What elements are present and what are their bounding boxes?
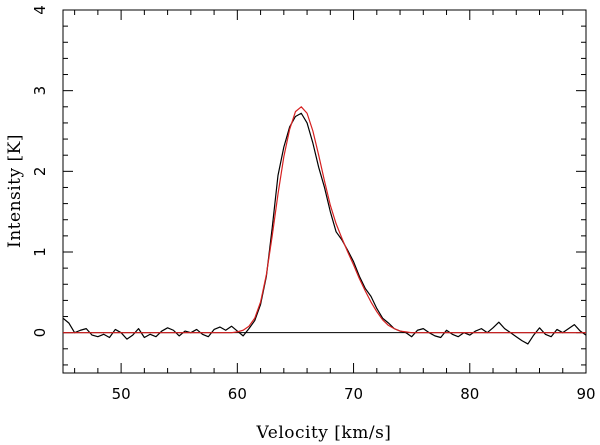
y-tick-label: 0: [31, 328, 49, 338]
series-layer: [62, 106, 587, 345]
x-tick-label: 80: [460, 385, 479, 403]
x-tick-label: 50: [112, 385, 131, 403]
y-tick-label: 4: [31, 5, 49, 15]
y-tick-label: 1: [31, 247, 49, 257]
plot-frame: [62, 9, 587, 374]
axis-tick-labels: 50 60 70 80 90 0 1 2 3 4: [31, 5, 596, 403]
y-tick-label: 3: [31, 86, 49, 96]
x-tick-label: 60: [228, 385, 247, 403]
x-tick-label: 70: [344, 385, 363, 403]
x-tick-label: 90: [576, 385, 595, 403]
axis-ticks: [63, 9, 586, 373]
observed-spectrum-line: [62, 112, 587, 345]
y-axis-title: Intensity [K]: [5, 134, 25, 248]
x-axis-title: Velocity [km/s]: [256, 423, 392, 443]
fit-curve-line: [63, 106, 586, 334]
y-tick-label: 2: [31, 167, 49, 177]
